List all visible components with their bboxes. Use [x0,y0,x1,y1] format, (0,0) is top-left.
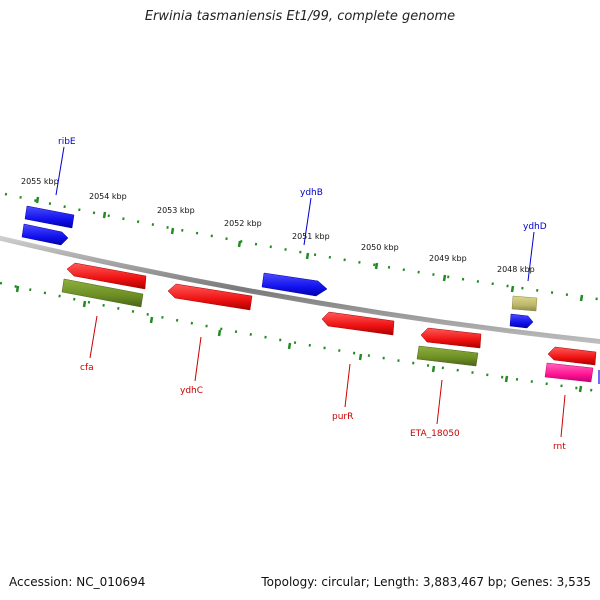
gene-ydhB-feature[interactable] [261,272,328,297]
reverse-gene-labels: cfa ydhC purR ETA_18050 rnt [80,363,566,452]
gene-label-cfa[interactable]: cfa [80,363,94,373]
gene-label-purR[interactable]: purR [332,412,353,422]
gene-cfa-feature[interactable] [61,278,144,308]
genome-summary-label: Topology: circular; Length: 3,883,467 bp… [261,575,591,589]
gene-label-ETA_18050[interactable]: ETA_18050 [410,429,460,439]
label-leader-lines [55,146,566,438]
map-title: Erwinia tasmaniensis Et1/99, complete ge… [144,9,456,24]
reverse-features [61,262,600,384]
gene-feature[interactable] [21,223,69,246]
ruler-label: 2054 kbp [89,192,127,201]
gene-feature[interactable] [66,262,147,290]
gene-label-ydhD[interactable]: ydhD [523,222,547,232]
ruler-label: 2049 kbp [429,254,467,263]
gene-ydhD-feature[interactable] [511,295,538,312]
ruler-labels: 2055 kbp 2054 kbp 2053 kbp 2052 kbp 2051… [21,177,535,274]
genome-backbone [0,235,600,344]
gene-ETA_18050-feature[interactable] [416,345,479,367]
forward-features [21,205,538,329]
ruler-label: 2048 kbp [497,265,535,274]
ruler-label: 2052 kbp [224,219,262,228]
gene-label-ribE[interactable]: ribE [58,137,76,147]
ruler-label: 2053 kbp [157,206,195,215]
gene-feature-partial[interactable] [598,370,600,384]
gene-label-rnt[interactable]: rnt [553,442,566,452]
gene-purR-feature[interactable] [321,311,395,336]
accession-label: Accession: NC_010694 [9,575,146,589]
ruler-label: 2050 kbp [361,243,399,252]
gene-ribE-feature[interactable] [24,205,75,229]
ruler-label: 2055 kbp [21,177,59,186]
gene-rnt-feature[interactable] [544,362,594,383]
ruler-label: 2051 kbp [292,232,330,241]
outer-major-ticks [35,196,584,302]
forward-gene-labels: ribE ydhB ydhD [58,137,547,232]
gene-ydhC-feature[interactable] [167,283,253,311]
inner-major-ticks [15,285,583,393]
gene-label-ydhB[interactable]: ydhB [300,188,323,198]
gene-feature[interactable] [547,346,597,366]
gene-label-ydhC[interactable]: ydhC [180,386,203,396]
gene-feature[interactable] [420,327,482,349]
gene-feature[interactable] [509,313,534,329]
